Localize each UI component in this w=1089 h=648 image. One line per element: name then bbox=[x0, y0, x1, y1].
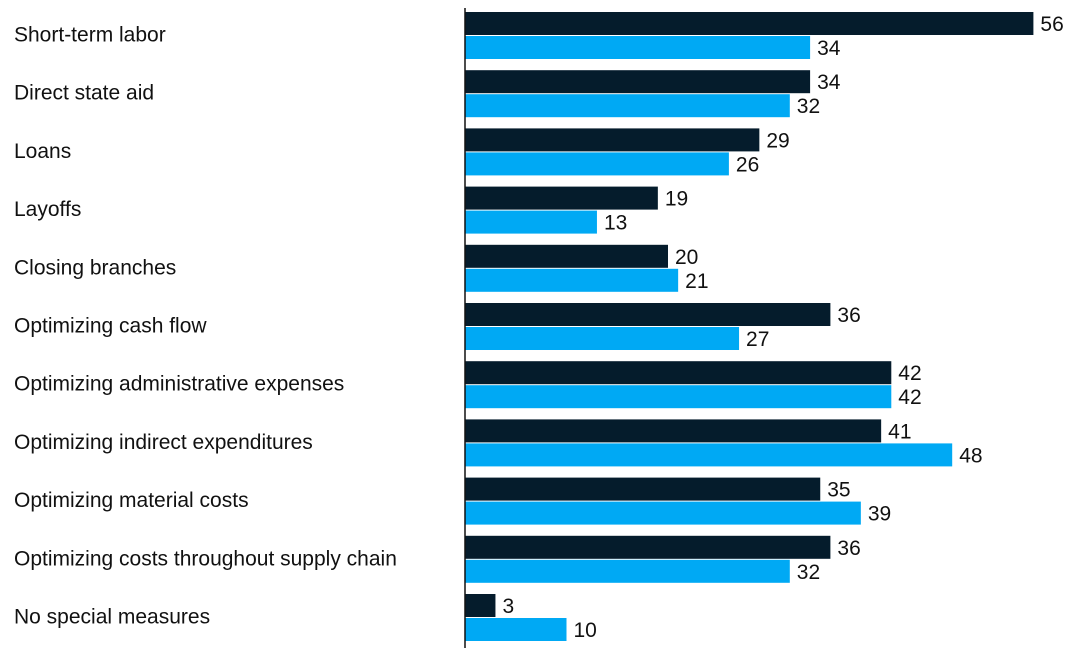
bars bbox=[465, 12, 1034, 641]
value-label-series2-closing-branches: 21 bbox=[685, 270, 708, 293]
bar-series1-closing-branches bbox=[465, 244, 668, 268]
value-label-series2-optimizing-indirect-expenditures: 48 bbox=[959, 444, 982, 467]
category-label-no-special-measures: No special measures bbox=[14, 606, 210, 629]
category-label-optimizing-material-costs: Optimizing material costs bbox=[14, 489, 249, 512]
value-label-series1-short-term-labor: 56 bbox=[1040, 13, 1063, 36]
bar-series1-optimizing-indirect-expenditures bbox=[465, 419, 882, 443]
value-label-series1-no-special-measures: 3 bbox=[502, 595, 514, 618]
bar-series2-no-special-measures bbox=[465, 618, 567, 641]
value-label-series1-optimizing-material-costs: 35 bbox=[827, 479, 850, 502]
value-label-series1-closing-branches: 20 bbox=[675, 246, 698, 269]
category-label-optimizing-costs-throughout-supply-chain: Optimizing costs throughout supply chain bbox=[14, 547, 397, 570]
value-label-series2-layoffs: 13 bbox=[604, 212, 627, 235]
category-label-direct-state-aid: Direct state aid bbox=[14, 82, 154, 105]
bar-series2-optimizing-costs-throughout-supply-chain bbox=[465, 559, 790, 583]
bar-series1-optimizing-costs-throughout-supply-chain bbox=[465, 535, 831, 559]
bar-series2-layoffs bbox=[465, 210, 597, 234]
value-label-series2-optimizing-costs-throughout-supply-chain: 32 bbox=[797, 561, 820, 584]
category-label-short-term-labor: Short-term labor bbox=[14, 24, 166, 47]
value-label-series2-short-term-labor: 34 bbox=[817, 37, 841, 60]
bar-series2-loans bbox=[465, 152, 729, 176]
bar-series1-loans bbox=[465, 128, 760, 152]
bar-series1-optimizing-administrative-expenses bbox=[465, 361, 892, 385]
category-label-loans: Loans bbox=[14, 140, 71, 163]
category-label-optimizing-indirect-expenditures: Optimizing indirect expenditures bbox=[14, 431, 313, 454]
bar-series2-optimizing-material-costs bbox=[465, 501, 861, 525]
bar-series2-optimizing-indirect-expenditures bbox=[465, 443, 953, 467]
bar-series2-closing-branches bbox=[465, 268, 679, 292]
bar-series1-no-special-measures bbox=[465, 594, 496, 617]
value-label-series2-loans: 26 bbox=[736, 153, 759, 176]
value-label-series2-optimizing-cash-flow: 27 bbox=[746, 328, 769, 351]
value-labels: 5634343229261913202136274242414835393632… bbox=[502, 13, 1063, 642]
value-label-series1-optimizing-costs-throughout-supply-chain: 36 bbox=[837, 537, 860, 560]
bar-series1-layoffs bbox=[465, 186, 658, 210]
value-label-series1-optimizing-administrative-expenses: 42 bbox=[898, 362, 921, 385]
value-label-series1-loans: 29 bbox=[766, 129, 789, 152]
bar-series1-short-term-labor bbox=[465, 12, 1034, 35]
category-label-optimizing-cash-flow: Optimizing cash flow bbox=[14, 315, 207, 338]
bar-series1-direct-state-aid bbox=[465, 70, 811, 94]
bar-series1-optimizing-material-costs bbox=[465, 477, 821, 501]
category-label-layoffs: Layoffs bbox=[14, 198, 81, 221]
value-label-series1-optimizing-indirect-expenditures: 41 bbox=[888, 420, 911, 443]
value-label-series2-direct-state-aid: 32 bbox=[797, 95, 820, 118]
value-label-series2-optimizing-administrative-expenses: 42 bbox=[898, 386, 921, 409]
value-label-series1-layoffs: 19 bbox=[665, 188, 688, 211]
value-label-series1-direct-state-aid: 34 bbox=[817, 71, 841, 94]
bar-series1-optimizing-cash-flow bbox=[465, 303, 831, 326]
bar-series2-short-term-labor bbox=[465, 36, 811, 59]
category-labels: Short-term labor Direct state aid Loans Lay… bbox=[14, 24, 397, 629]
value-label-series1-optimizing-cash-flow: 36 bbox=[837, 304, 860, 327]
value-label-series2-no-special-measures: 10 bbox=[574, 619, 597, 642]
category-label-closing-branches: Closing branches bbox=[14, 256, 176, 279]
bar-series2-optimizing-administrative-expenses bbox=[465, 385, 892, 409]
bar-series2-direct-state-aid bbox=[465, 94, 790, 118]
value-label-series2-optimizing-material-costs: 39 bbox=[868, 503, 891, 526]
category-label-optimizing-administrative-expenses: Optimizing administrative expenses bbox=[14, 373, 344, 396]
bar-series2-optimizing-cash-flow bbox=[465, 327, 740, 350]
